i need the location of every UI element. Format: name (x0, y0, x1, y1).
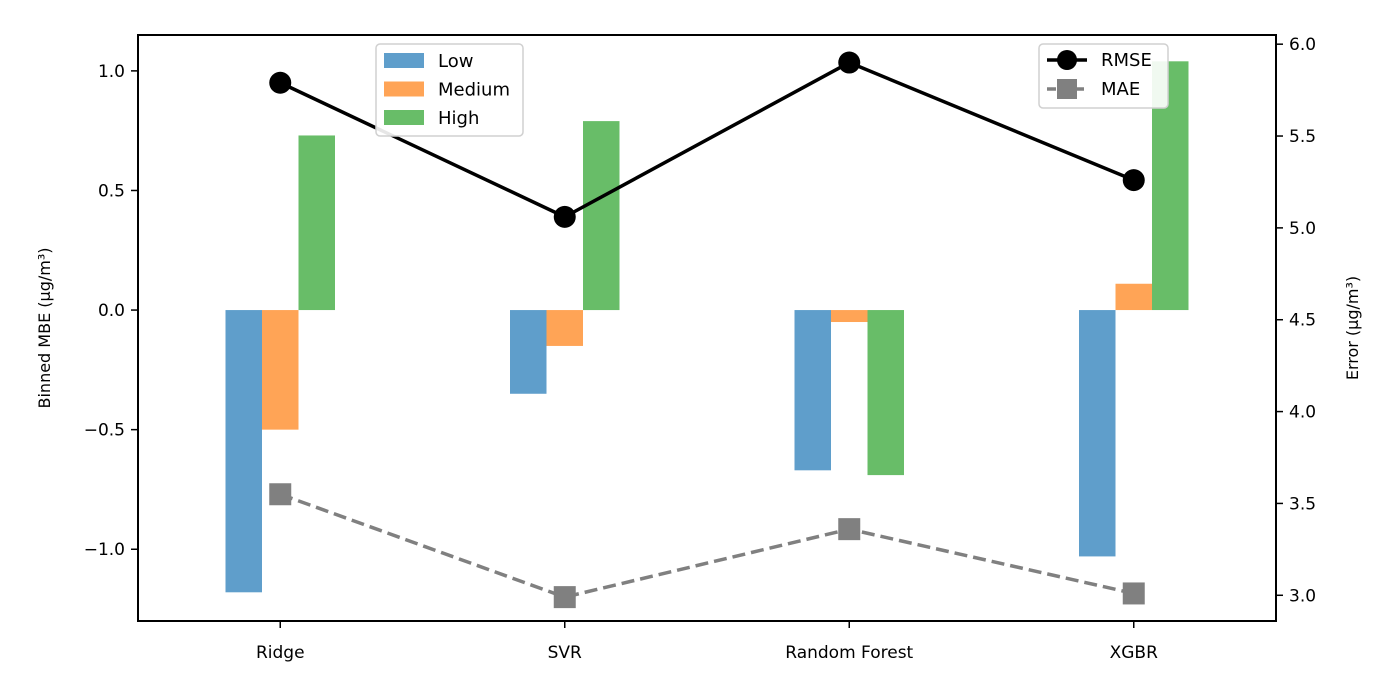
legend-label-medium: Medium (438, 80, 510, 101)
bar-medium-3 (1115, 283, 1152, 311)
legend-label-mae: MAE (1101, 79, 1140, 100)
ytick-right-label-5: 3.5 (1289, 494, 1316, 514)
xtick-label-1: SVR (548, 643, 582, 663)
rmse-point-0 (269, 71, 292, 94)
legend-marker-rmse (1057, 50, 1077, 70)
bar-low-3 (1079, 310, 1116, 557)
ytick-right-label-0: 6.0 (1289, 35, 1316, 55)
legend-swatch-high (384, 110, 424, 125)
mae-point-0 (269, 483, 292, 506)
bar-low-2 (794, 310, 831, 471)
lines-layer (269, 51, 1145, 609)
xtick-label-3: XGBR (1110, 643, 1158, 663)
ytick-left-label-0: 1.0 (98, 62, 125, 82)
ytick-right-label-6: 3.0 (1289, 586, 1316, 606)
mae-line (279, 492, 1135, 599)
bar-high-0 (298, 135, 335, 311)
bar-medium-0 (262, 310, 299, 430)
y-axis-label-right: Error (μg/m³) (1343, 276, 1362, 380)
bar-low-1 (510, 310, 547, 394)
legend-marker-mae (1057, 79, 1077, 99)
axes-layer: 1.0 0.5 0.0 −0.5 −1.0 6.0 5.5 5.0 4.5 4.0 3.5 3.0 Ri… (35, 34, 1362, 663)
ytick-left-label-3: −0.5 (84, 421, 125, 441)
legend-layer: Low Medium High RMSE MAE (375, 43, 1169, 137)
bar-high-2 (867, 310, 904, 476)
legend-swatch-low (384, 53, 424, 68)
bar-low-0 (225, 310, 262, 593)
mae-point-3 (1122, 582, 1145, 605)
ytick-right-label-3: 4.5 (1289, 311, 1316, 331)
rmse-point-3 (1122, 169, 1145, 192)
ytick-right-label-2: 5.0 (1289, 219, 1316, 239)
rmse-line (279, 60, 1135, 219)
ytick-left-label-2: 0.0 (98, 301, 125, 321)
xtick-label-2: Random Forest (785, 643, 913, 663)
xtick-label-0: Ridge (256, 643, 305, 663)
legend-swatch-medium (384, 81, 424, 97)
mae-point-1 (553, 586, 576, 609)
bar-medium-1 (546, 310, 583, 346)
legend-label-high: High (438, 108, 479, 129)
legend-label-low: Low (438, 51, 473, 72)
bar-high-1 (583, 121, 620, 311)
rmse-point-2 (838, 51, 861, 74)
ytick-left-label-1: 0.5 (98, 181, 125, 201)
legend-label-rmse: RMSE (1101, 50, 1152, 71)
y-axis-label-left: Binned MBE (μg/m³) (35, 248, 54, 409)
mae-point-2 (838, 518, 861, 541)
ytick-right-label-1: 5.5 (1289, 127, 1316, 147)
plot-frame (137, 34, 1277, 622)
ytick-left-label-4: −1.0 (84, 540, 125, 560)
ytick-right-label-4: 4.0 (1289, 403, 1316, 423)
rmse-point-1 (553, 205, 576, 228)
bar-medium-2 (831, 310, 868, 323)
